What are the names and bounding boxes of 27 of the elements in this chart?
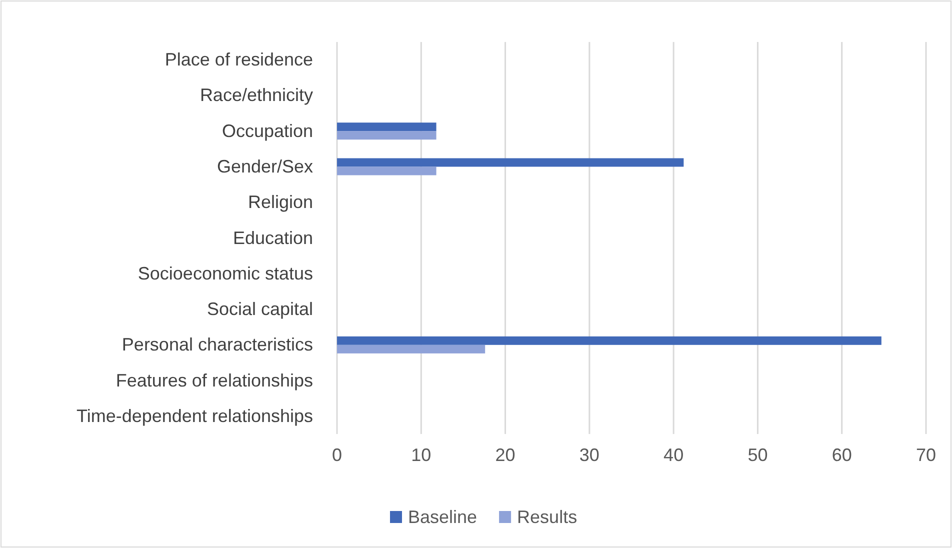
x-tick-label: 40 [664, 444, 684, 465]
y-tick-label: Race/ethnicity [200, 85, 313, 106]
bar [337, 336, 882, 345]
y-tick-label: Education [232, 228, 313, 248]
bar [337, 131, 436, 140]
bar [337, 158, 684, 167]
x-tick-label: 0 [332, 444, 342, 465]
y-tick-label: Occupation [222, 120, 313, 141]
y-tick-label: Socioeconomic status [138, 263, 313, 284]
y-tick-label: Personal characteristics [122, 334, 313, 355]
y-tick-label: Religion [248, 192, 313, 212]
y-tick-label: Place of residence [164, 50, 313, 70]
x-tick-label: 50 [748, 444, 768, 465]
x-tick-label: 20 [495, 444, 516, 465]
y-tick-label: Social capital [206, 299, 313, 320]
y-tick-label: Time-dependent relationships [76, 406, 313, 426]
bar [337, 122, 436, 132]
y-tick-label: Gender/Sex [216, 156, 313, 176]
x-tick-label: 70 [916, 444, 936, 465]
legend-label: Results [517, 507, 578, 527]
bar [337, 344, 486, 354]
bar [337, 166, 436, 176]
x-tick-label: 30 [579, 444, 600, 465]
y-tick-label: Features of relationships [116, 370, 313, 390]
x-tick-label: 60 [832, 444, 852, 465]
x-tick-label: 10 [411, 444, 432, 465]
legend-label: Baseline [408, 507, 478, 527]
